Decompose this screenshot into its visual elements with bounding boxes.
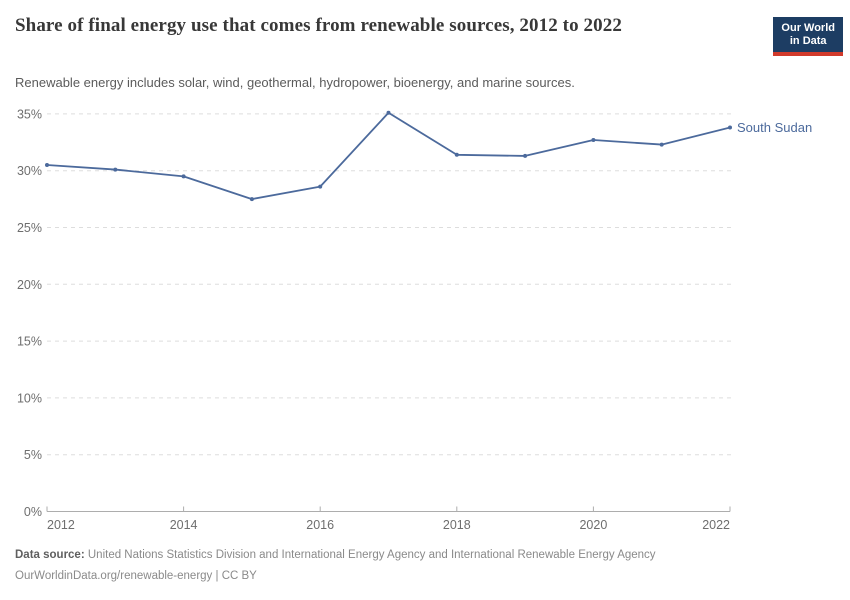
owid-logo[interactable]: Our World in Data — [773, 17, 843, 56]
x-tick-label-2022: 2022 — [702, 518, 730, 532]
data-point-south-sudan-2018[interactable] — [454, 152, 459, 157]
data-point-south-sudan-2022[interactable] — [728, 125, 732, 130]
y-tick-label-10%: 10% — [17, 391, 42, 405]
data-point-south-sudan-2019[interactable] — [523, 153, 528, 158]
chart-footer: Data source: United Nations Statistics D… — [15, 545, 656, 587]
logo-line-2: in Data — [789, 35, 827, 47]
footer-separator: | — [212, 570, 222, 582]
logo-line-1: Our World — [781, 22, 835, 34]
data-point-south-sudan-2015[interactable] — [249, 197, 254, 202]
owid-url-link[interactable]: OurWorldinData.org/renewable-energy — [15, 570, 213, 582]
license-text: CC BY — [221, 570, 257, 582]
y-tick-label-5%: 5% — [24, 448, 42, 462]
x-tick-label-2018: 2018 — [443, 518, 471, 532]
data-point-south-sudan-2014[interactable] — [181, 174, 186, 179]
y-tick-label-35%: 35% — [17, 107, 42, 121]
license-line: OurWorldinData.org/renewable-energy | CC… — [15, 566, 656, 587]
chart-subtitle: Renewable energy includes solar, wind, g… — [15, 75, 575, 90]
y-tick-label-20%: 20% — [17, 278, 42, 292]
y-tick-label-30%: 30% — [17, 164, 42, 178]
data-point-south-sudan-2017[interactable] — [386, 110, 391, 115]
data-point-south-sudan-2012[interactable] — [45, 163, 49, 168]
series-label-south-sudan[interactable]: South Sudan — [737, 120, 812, 135]
data-source-line: Data source: United Nations Statistics D… — [15, 545, 656, 566]
data-point-south-sudan-2021[interactable] — [659, 142, 664, 147]
data-point-south-sudan-2013[interactable] — [113, 167, 118, 172]
x-tick-label-2012: 2012 — [47, 518, 75, 532]
y-tick-label-15%: 15% — [17, 335, 42, 349]
x-tick-label-2014: 2014 — [170, 518, 198, 532]
series-line-south-sudan[interactable] — [46, 111, 731, 201]
data-point-south-sudan-2020[interactable] — [591, 138, 596, 143]
x-tick-label-2020: 2020 — [579, 518, 607, 532]
data-point-south-sudan-2016[interactable] — [318, 184, 323, 189]
x-tick-label-2016: 2016 — [306, 518, 334, 532]
chart-title: Share of final energy use that comes fro… — [15, 15, 622, 36]
y-tick-label-25%: 25% — [17, 221, 42, 235]
data-source-text: United Nations Statistics Division and I… — [87, 549, 656, 561]
data-source-label: Data source: — [15, 549, 85, 561]
y-tick-label-0%: 0% — [24, 505, 42, 519]
